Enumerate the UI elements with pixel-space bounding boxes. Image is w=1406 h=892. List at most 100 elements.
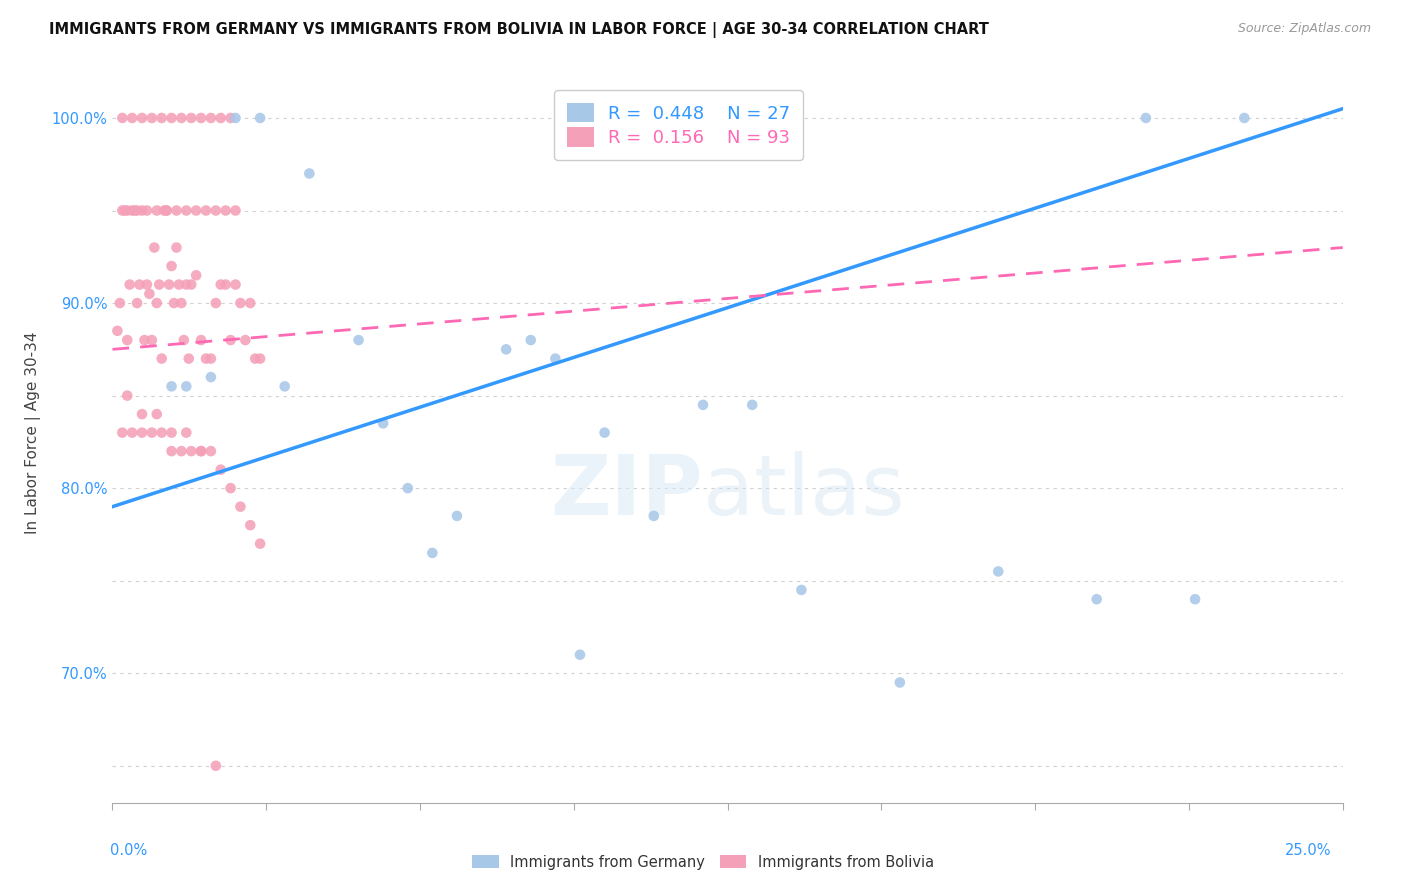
Point	[347, 333, 370, 347]
Point	[987, 565, 1010, 579]
Point	[214, 203, 236, 218]
Point	[239, 296, 262, 310]
Point	[205, 759, 228, 773]
Point	[111, 425, 134, 440]
Text: Source: ZipAtlas.com: Source: ZipAtlas.com	[1237, 22, 1371, 36]
Point	[131, 111, 153, 125]
Point	[790, 582, 813, 597]
Point	[520, 333, 543, 347]
Point	[544, 351, 567, 366]
Point	[150, 351, 173, 366]
Point	[225, 111, 247, 125]
Point	[190, 333, 212, 347]
Point	[108, 296, 131, 310]
Point	[235, 333, 257, 347]
Point	[209, 111, 232, 125]
Point	[741, 398, 763, 412]
Point	[298, 167, 321, 181]
Point	[117, 333, 138, 347]
Point	[146, 407, 169, 421]
Point	[134, 333, 156, 347]
Point	[160, 111, 183, 125]
Point	[117, 203, 138, 218]
Point	[121, 111, 143, 125]
Point	[186, 268, 208, 283]
Point	[121, 425, 143, 440]
Point	[131, 425, 153, 440]
Point	[1085, 592, 1108, 607]
Point	[186, 203, 208, 218]
Point	[163, 296, 186, 310]
Point	[127, 296, 149, 310]
Point	[114, 203, 136, 218]
Point	[200, 351, 222, 366]
Point	[209, 463, 232, 477]
Point	[131, 203, 153, 218]
Point	[141, 425, 163, 440]
Point	[118, 277, 141, 292]
Point	[128, 277, 150, 292]
Text: 25.0%: 25.0%	[1285, 843, 1331, 858]
Point	[157, 277, 180, 292]
Point	[170, 296, 193, 310]
Point	[219, 333, 242, 347]
Point	[127, 203, 149, 218]
Point	[446, 508, 468, 523]
Point	[135, 277, 157, 292]
Point	[225, 277, 247, 292]
Point	[160, 379, 183, 393]
Point	[174, 379, 197, 393]
Point	[174, 425, 197, 440]
Point	[180, 111, 202, 125]
Point	[229, 500, 252, 514]
Point	[568, 648, 592, 662]
Point	[219, 481, 242, 495]
Point	[200, 111, 222, 125]
Point	[190, 444, 212, 458]
Point	[245, 351, 267, 366]
Point	[239, 518, 262, 533]
Point	[146, 203, 169, 218]
Point	[214, 277, 236, 292]
Point	[190, 444, 212, 458]
Point	[143, 241, 166, 255]
Point	[249, 111, 271, 125]
Text: atlas: atlas	[703, 451, 904, 533]
Point	[180, 277, 202, 292]
Point	[135, 203, 157, 218]
Point	[1233, 111, 1256, 125]
Point	[249, 537, 271, 551]
Point	[156, 203, 179, 218]
Point	[205, 296, 228, 310]
Point	[205, 203, 228, 218]
Point	[274, 379, 297, 393]
Point	[170, 444, 193, 458]
Point	[117, 389, 138, 403]
Point	[593, 425, 616, 440]
Point	[124, 203, 146, 218]
Point	[219, 111, 242, 125]
Text: ZIP: ZIP	[551, 451, 703, 533]
Point	[643, 508, 665, 523]
Point	[150, 425, 173, 440]
Point	[153, 203, 176, 218]
Point	[371, 417, 394, 431]
Point	[180, 444, 202, 458]
Point	[200, 370, 222, 384]
Legend: R =  0.448    N = 27, R =  0.156    N = 93: R = 0.448 N = 27, R = 0.156 N = 93	[554, 90, 803, 160]
Point	[194, 351, 217, 366]
Point	[141, 333, 163, 347]
Point	[170, 111, 193, 125]
Point	[111, 111, 134, 125]
Point	[146, 296, 169, 310]
Point	[141, 111, 163, 125]
Point	[166, 203, 188, 218]
Point	[111, 203, 134, 218]
Point	[160, 259, 183, 273]
Point	[1184, 592, 1206, 607]
Point	[160, 444, 183, 458]
Point	[148, 277, 170, 292]
Point	[131, 407, 153, 421]
Point	[495, 343, 517, 357]
Point	[249, 351, 271, 366]
